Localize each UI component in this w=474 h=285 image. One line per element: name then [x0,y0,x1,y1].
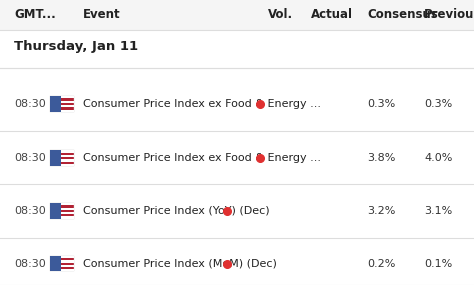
Text: 08:30: 08:30 [14,258,46,269]
Text: Consensus: Consensus [367,8,438,21]
FancyBboxPatch shape [50,150,61,166]
FancyBboxPatch shape [61,265,74,267]
FancyBboxPatch shape [61,207,74,210]
FancyBboxPatch shape [61,105,74,107]
FancyBboxPatch shape [61,96,74,98]
Text: 0.2%: 0.2% [367,258,396,269]
Text: 4.0%: 4.0% [424,153,453,163]
Text: 0.3%: 0.3% [424,99,453,109]
Text: 08:30: 08:30 [14,206,46,216]
FancyBboxPatch shape [50,96,74,112]
Text: 08:30: 08:30 [14,99,46,109]
Text: GMT...: GMT... [14,8,56,21]
FancyBboxPatch shape [61,101,74,103]
FancyBboxPatch shape [61,110,74,112]
Text: Previous: Previous [424,8,474,21]
Text: Vol.: Vol. [268,8,293,21]
Text: 3.2%: 3.2% [367,206,396,216]
Text: 0.1%: 0.1% [424,258,453,269]
FancyBboxPatch shape [50,150,74,166]
FancyBboxPatch shape [50,96,61,112]
Text: 3.1%: 3.1% [424,206,453,216]
FancyBboxPatch shape [61,155,74,157]
FancyBboxPatch shape [61,159,74,162]
Text: Consumer Price Index ex Food & Energy ...: Consumer Price Index ex Food & Energy ..… [83,99,321,109]
FancyBboxPatch shape [50,256,61,271]
FancyBboxPatch shape [50,203,61,219]
Text: 3.8%: 3.8% [367,153,396,163]
FancyBboxPatch shape [61,203,74,205]
Text: Consumer Price Index (YoY) (Dec): Consumer Price Index (YoY) (Dec) [83,206,270,216]
Text: Thursday, Jan 11: Thursday, Jan 11 [14,40,138,53]
Text: 08:30: 08:30 [14,153,46,163]
FancyBboxPatch shape [61,269,74,271]
FancyBboxPatch shape [61,150,74,152]
FancyBboxPatch shape [50,203,74,219]
FancyBboxPatch shape [61,260,74,262]
FancyBboxPatch shape [0,0,474,30]
FancyBboxPatch shape [61,256,74,258]
FancyBboxPatch shape [61,164,74,166]
Text: 0.3%: 0.3% [367,99,396,109]
Text: Consumer Price Index (MoM) (Dec): Consumer Price Index (MoM) (Dec) [83,258,277,269]
FancyBboxPatch shape [61,217,74,219]
FancyBboxPatch shape [50,256,74,271]
Text: Event: Event [83,8,120,21]
Text: Actual: Actual [310,8,353,21]
Text: Consumer Price Index ex Food & Energy ...: Consumer Price Index ex Food & Energy ..… [83,153,321,163]
FancyBboxPatch shape [61,212,74,214]
FancyBboxPatch shape [0,30,474,68]
